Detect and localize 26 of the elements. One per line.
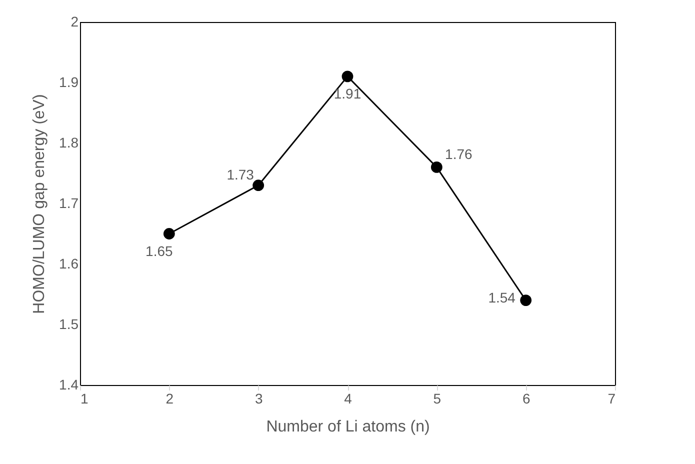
data-label: 1.91 <box>334 85 362 102</box>
y-tick-label: 1.4 <box>59 376 79 392</box>
x-tick-label: 3 <box>254 390 263 406</box>
y-tick-label: 1.7 <box>59 195 79 211</box>
y-tick-label: 2 <box>70 14 79 30</box>
x-tick-label: 4 <box>344 390 352 406</box>
data-label: 1.76 <box>445 146 473 162</box>
data-label: 1.65 <box>146 242 174 259</box>
x-tick-label: 5 <box>433 390 442 406</box>
x-tick-label: 7 <box>608 390 616 406</box>
data-label: 1.73 <box>226 166 254 182</box>
x-axis-title: Number of Li atoms (n) <box>266 418 430 436</box>
data-label: 1.54 <box>488 289 516 306</box>
point <box>520 294 532 306</box>
point <box>252 180 264 192</box>
x-tick-label: 6 <box>522 390 530 406</box>
point <box>163 228 175 240</box>
y-axis-title: HOMO/LUMO gap energy (eV) <box>31 94 48 314</box>
point <box>342 70 354 82</box>
y-tick-label: 1.5 <box>59 316 79 332</box>
point <box>430 162 442 173</box>
x-tick-label: 1 <box>80 390 88 406</box>
y-tick-label: 1.9 <box>59 74 79 90</box>
y-tick-label: 1.6 <box>59 256 79 272</box>
x-tick-label: 2 <box>166 390 174 406</box>
y-tick-label: 1.8 <box>59 134 79 150</box>
